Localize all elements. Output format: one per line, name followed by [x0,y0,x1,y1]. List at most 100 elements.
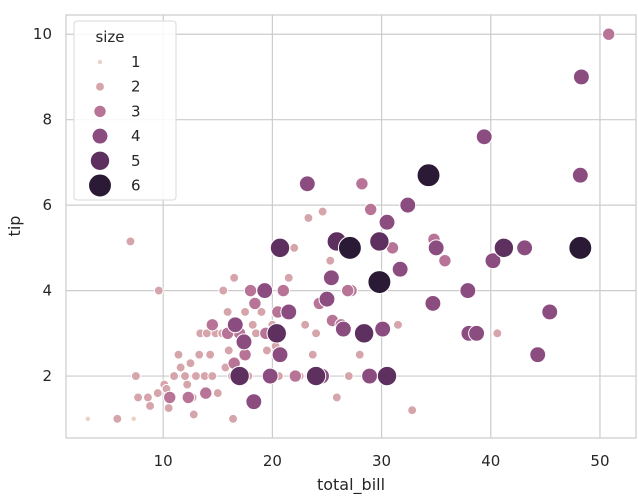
data-point [142,392,153,403]
x-tick-label: 30 [372,452,391,470]
data-point [175,362,186,373]
data-point [169,371,180,381]
data-point [289,242,300,253]
data-point [325,255,336,266]
data-point [261,345,272,356]
data-point [317,206,328,217]
data-point [363,202,378,217]
data-point [367,270,392,294]
data-point [223,345,234,356]
data-point [303,213,314,223]
legend-marker [95,81,105,92]
data-point [568,235,593,260]
data-point [343,371,354,381]
data-point [205,349,216,360]
data-point [468,324,486,342]
data-point [188,409,199,420]
legend-label: 5 [131,152,141,170]
data-point [269,237,291,259]
data-point [240,307,251,317]
legend-label: 2 [131,78,141,96]
y-tick-label: 8 [42,111,52,129]
data-point [280,303,298,321]
data-point [298,175,316,193]
data-point [145,401,156,411]
data-point [288,369,303,383]
data-point [341,283,355,298]
data-point [337,235,362,260]
x-tick-label: 50 [590,452,609,470]
data-point [334,320,352,338]
data-points [84,27,616,424]
x-axis-title: total_bill [317,475,385,495]
data-point [194,349,205,360]
legend-marker [93,104,107,119]
data-point [228,413,239,424]
data-point [226,316,244,334]
data-point [318,290,336,308]
data-point [484,252,502,270]
data-point [572,68,590,86]
data-point [407,405,418,416]
data-point [305,365,327,387]
data-point [331,392,342,403]
legend-marker [96,58,104,66]
data-point [516,239,534,257]
data-point [541,303,559,321]
legend-title: size [95,28,124,46]
data-point [125,236,136,247]
data-point [185,358,196,369]
data-point [307,349,318,360]
data-point [256,282,274,300]
legend: size 1 2 3 4 5 6 [73,20,177,201]
legend-marker [91,127,109,145]
data-point [424,294,442,312]
data-point [173,349,184,360]
data-point [391,260,409,278]
legend-label: 3 [131,102,141,120]
data-point [283,272,294,283]
data-point [266,323,287,344]
data-point [207,371,218,381]
data-point [369,231,390,252]
y-tick-label: 4 [42,282,52,300]
data-point [571,166,589,184]
x-tick-label: 10 [154,452,173,470]
data-point [492,328,503,339]
data-point [199,386,213,400]
y-tick-label: 2 [42,367,52,385]
y-axis-ticks: 2 4 6 8 10 [33,25,52,385]
data-point [84,415,92,422]
data-point [181,390,195,405]
data-point [438,253,452,268]
data-point [459,282,477,300]
legend-label: 1 [131,53,141,71]
data-point [322,269,340,287]
legend-label: 4 [131,127,141,145]
data-point [229,272,240,283]
data-point [355,177,369,191]
x-tick-label: 20 [263,452,282,470]
data-point [163,390,177,405]
data-point [112,413,123,424]
data-point [393,319,403,330]
y-axis-title: tip [5,216,24,237]
data-point [374,320,392,338]
data-point [190,371,201,381]
data-point [353,323,375,344]
legend-marker [89,150,111,172]
data-point [218,285,229,296]
data-point [243,283,258,298]
data-point [163,403,174,414]
data-point [182,379,193,390]
data-point [399,196,417,214]
data-point [235,333,253,351]
data-point [271,346,289,364]
data-point [247,319,258,330]
y-tick-label: 6 [42,196,52,214]
data-point [248,296,262,311]
legend-box [73,20,177,201]
data-point [261,367,279,385]
data-point [212,388,223,399]
legend-marker [88,173,112,198]
